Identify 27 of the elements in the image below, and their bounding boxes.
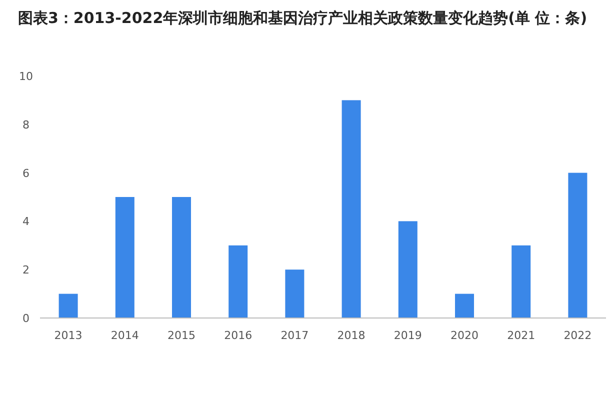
x-tick-label: 2016 bbox=[224, 329, 252, 342]
bar bbox=[58, 294, 78, 318]
bar bbox=[172, 197, 191, 318]
y-tick-label: 0 bbox=[22, 312, 30, 325]
bar bbox=[115, 197, 134, 318]
bar bbox=[228, 245, 248, 318]
y-tick-label: 4 bbox=[22, 215, 30, 228]
x-tick-label: 2019 bbox=[394, 329, 422, 342]
bar bbox=[568, 172, 588, 318]
x-tick-label: 2022 bbox=[564, 329, 592, 342]
bar bbox=[455, 294, 474, 318]
y-tick-label: 2 bbox=[22, 264, 30, 277]
bar bbox=[512, 245, 531, 318]
bar bbox=[398, 221, 418, 318]
x-tick-label: 2020 bbox=[450, 329, 478, 342]
x-tick-label: 2021 bbox=[507, 329, 536, 342]
x-tick-label: 2017 bbox=[280, 329, 309, 342]
bar bbox=[285, 270, 304, 318]
x-tick-label: 2013 bbox=[54, 329, 82, 342]
x-tick-label: 2018 bbox=[337, 329, 366, 342]
chart-title: 图表3：2013-2022年深圳市细胞和基因治疗产业相关政策数量变化趋势(单 位：条) bbox=[18, 8, 588, 28]
x-tick-label: 2015 bbox=[168, 329, 196, 342]
bar bbox=[342, 100, 361, 318]
x-tick-label: 2014 bbox=[110, 329, 139, 342]
y-tick-label: 6 bbox=[22, 166, 30, 180]
y-tick-label: 10 bbox=[19, 70, 33, 83]
y-tick-label: 8 bbox=[22, 118, 30, 132]
